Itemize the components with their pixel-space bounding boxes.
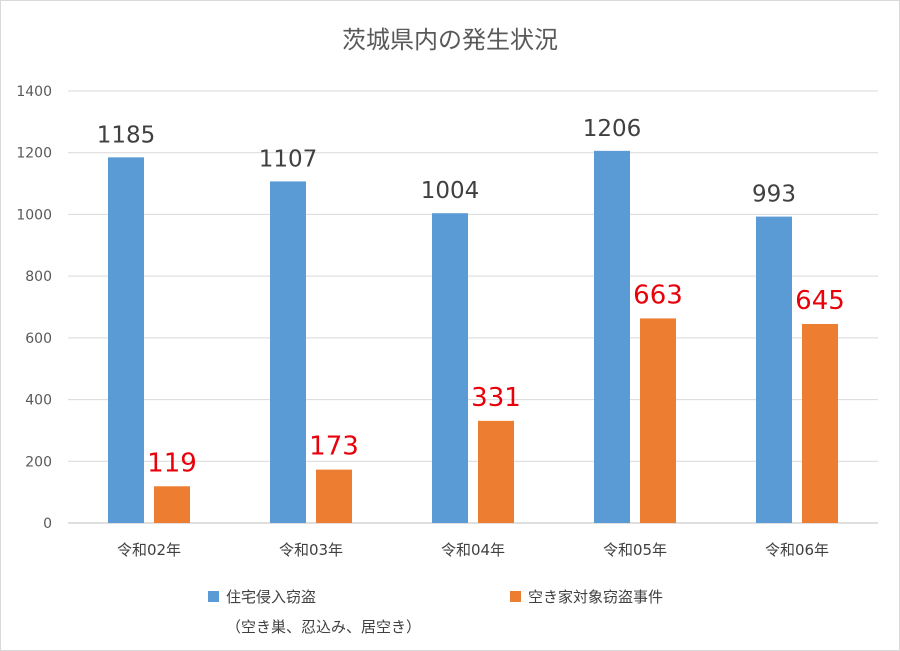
x-category-label: 令和03年 <box>279 541 343 559</box>
data-label-series2: 119 <box>147 448 197 478</box>
bars <box>108 150 838 524</box>
data-label-series2: 331 <box>471 383 521 413</box>
x-category-label: 令和04年 <box>441 541 505 559</box>
chart-title: 茨城県内の発生状況 <box>342 26 558 54</box>
x-category-label: 令和02年 <box>117 541 181 559</box>
bar-series2 <box>478 420 514 523</box>
legend-swatch-series1 <box>208 591 219 602</box>
bar-series2 <box>802 323 838 523</box>
gridlines <box>68 90 878 524</box>
legend: 住宅侵入窃盗 （空き巣、忍込み、居空き） 空き家対象窃盗事件 <box>208 588 663 636</box>
legend-swatch-series2 <box>510 591 521 602</box>
data-label-series1: 993 <box>752 182 796 208</box>
data-label-series2: 663 <box>633 280 683 310</box>
legend-note: （空き巣、忍込み、居空き） <box>226 618 421 636</box>
data-label-series1: 1206 <box>583 116 642 142</box>
y-tick-label: 400 <box>25 393 52 409</box>
x-category-label: 令和05年 <box>603 541 667 559</box>
bar-series1 <box>432 213 468 524</box>
data-labels: 1185 119 1107 173 1004 331 1206 663 993 645 <box>97 116 845 478</box>
y-tick-label: 800 <box>25 269 52 285</box>
legend-label-series2: 空き家対象窃盗事件 <box>528 588 663 606</box>
y-tick-label: 0 <box>43 516 52 532</box>
bar-series1 <box>108 157 144 524</box>
data-label-series1: 1004 <box>421 178 480 204</box>
y-tick-label: 1000 <box>16 207 52 223</box>
data-label-series1: 1107 <box>259 146 318 172</box>
bar-series2 <box>316 469 352 523</box>
bar-series1 <box>756 216 792 524</box>
data-label-series1: 1185 <box>97 122 156 148</box>
bar-series1 <box>594 150 630 523</box>
y-axis-ticks: 0 200 400 600 800 1000 1200 1400 <box>16 84 52 532</box>
bar-series2 <box>640 318 676 523</box>
data-label-series2: 645 <box>795 286 845 316</box>
x-category-label: 令和06年 <box>765 541 829 559</box>
y-tick-label: 600 <box>25 331 52 347</box>
bar-series2 <box>154 486 190 523</box>
y-tick-label: 200 <box>25 454 52 470</box>
data-label-series2: 173 <box>309 432 359 462</box>
y-tick-label: 1200 <box>16 146 52 162</box>
bar-series1 <box>270 181 306 523</box>
y-tick-label: 1400 <box>16 84 52 100</box>
x-axis-categories: 令和02年 令和03年 令和04年 令和05年 令和06年 <box>117 541 829 559</box>
legend-label-series1: 住宅侵入窃盗 <box>226 588 316 606</box>
